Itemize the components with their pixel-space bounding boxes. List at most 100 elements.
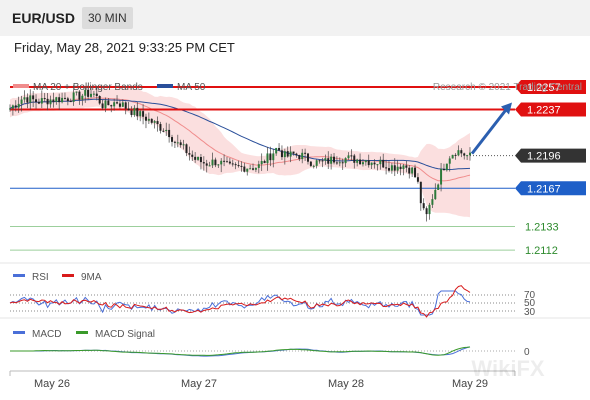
candle — [298, 154, 301, 162]
candle — [142, 104, 145, 125]
ma20-legend-swatch — [13, 84, 29, 88]
candle — [159, 121, 162, 134]
candle-body — [101, 103, 104, 109]
candle-body — [17, 103, 20, 108]
rsi-tick-30: 30 — [524, 307, 536, 318]
macd-signal-line — [10, 346, 471, 356]
candle — [110, 104, 113, 113]
candle-body — [90, 93, 93, 97]
candle — [139, 109, 142, 122]
rsi-tick-70: 70 — [524, 290, 536, 301]
candle-body — [223, 160, 226, 162]
candle — [220, 158, 223, 173]
candle-body — [252, 168, 255, 170]
candle — [43, 92, 46, 102]
candle — [153, 120, 156, 129]
candle-body — [98, 95, 101, 104]
candle — [385, 159, 388, 175]
candle — [292, 151, 295, 156]
candle-body — [254, 167, 257, 170]
candle — [127, 101, 130, 111]
candle — [280, 145, 283, 161]
candle — [107, 98, 110, 106]
candle — [168, 123, 171, 143]
rsi-legend-swatch — [13, 274, 25, 277]
watermark-text: WikiFX — [471, 356, 544, 381]
ma20-line — [9, 96, 471, 182]
support-label: 1.2112 — [525, 245, 558, 257]
candle-body — [69, 101, 72, 103]
candle-body — [272, 153, 275, 161]
resistance-tag-label: 1.2237 — [527, 105, 561, 117]
candle-body — [9, 108, 11, 110]
candle-body — [179, 142, 182, 146]
candle-body — [43, 98, 46, 100]
candle-body — [419, 181, 422, 204]
candle-body — [55, 97, 58, 102]
candle-body — [304, 152, 307, 154]
bollinger-band-area — [10, 88, 470, 218]
candle — [469, 147, 471, 161]
candle — [405, 160, 408, 173]
candle — [341, 158, 344, 170]
projection-arrow — [470, 102, 512, 155]
candle — [289, 146, 292, 163]
candle-body — [335, 162, 338, 164]
candle-body — [422, 203, 425, 209]
candle-body — [133, 107, 136, 116]
candle-body — [353, 155, 356, 163]
candle-body — [396, 166, 399, 171]
candle-body — [364, 160, 367, 163]
candle — [78, 90, 81, 105]
candle-body — [113, 102, 116, 107]
timeframe-badge[interactable]: 30 MIN — [82, 7, 133, 29]
rsi-legend-label: RSI — [32, 272, 49, 283]
candle — [335, 156, 338, 165]
candle-body — [217, 164, 220, 166]
last-price-tag-label: 1.2196 — [527, 151, 561, 163]
candle — [402, 164, 405, 176]
resistance-tag-bg — [515, 102, 586, 117]
candle — [414, 164, 417, 178]
candle-body — [243, 166, 246, 172]
candle — [231, 159, 234, 167]
candle-body — [327, 158, 330, 164]
candle — [448, 156, 451, 172]
candle — [202, 156, 205, 171]
candle — [275, 147, 278, 156]
candle-body — [414, 167, 417, 178]
chart-header-bar: EUR/USD 30 MIN — [0, 0, 590, 36]
candle — [466, 154, 469, 161]
candle-body — [228, 161, 231, 164]
ma20-legend-label: MA 20 + Bollinger Bands — [33, 82, 143, 93]
candle-body — [269, 153, 272, 161]
candle — [382, 153, 385, 169]
candle — [191, 150, 194, 162]
candle — [263, 159, 266, 164]
candle — [431, 194, 434, 208]
candle — [130, 106, 133, 118]
candle-body — [52, 99, 55, 102]
candle-body — [309, 161, 312, 166]
candle-body — [185, 144, 188, 154]
candle — [147, 112, 150, 124]
candle-body — [194, 156, 197, 160]
candle — [364, 160, 367, 166]
candle — [17, 96, 20, 113]
candle — [11, 104, 14, 116]
candle — [40, 90, 43, 108]
candle-body — [29, 95, 32, 103]
candle — [185, 143, 188, 157]
candle-body — [292, 151, 295, 154]
candle — [214, 157, 217, 168]
candle-body — [147, 118, 150, 121]
candle — [14, 100, 17, 112]
candle-body — [321, 160, 324, 162]
ma50-legend-label: MA 50 — [177, 82, 206, 93]
candle-body — [35, 99, 38, 103]
macd-signal-legend-label: MACD Signal — [95, 329, 155, 340]
candle — [260, 153, 263, 172]
chart-datetime: Friday, May 28, 2021 9:33:25 PM CET — [14, 40, 235, 55]
candle-body — [162, 130, 165, 132]
candle — [379, 156, 382, 170]
